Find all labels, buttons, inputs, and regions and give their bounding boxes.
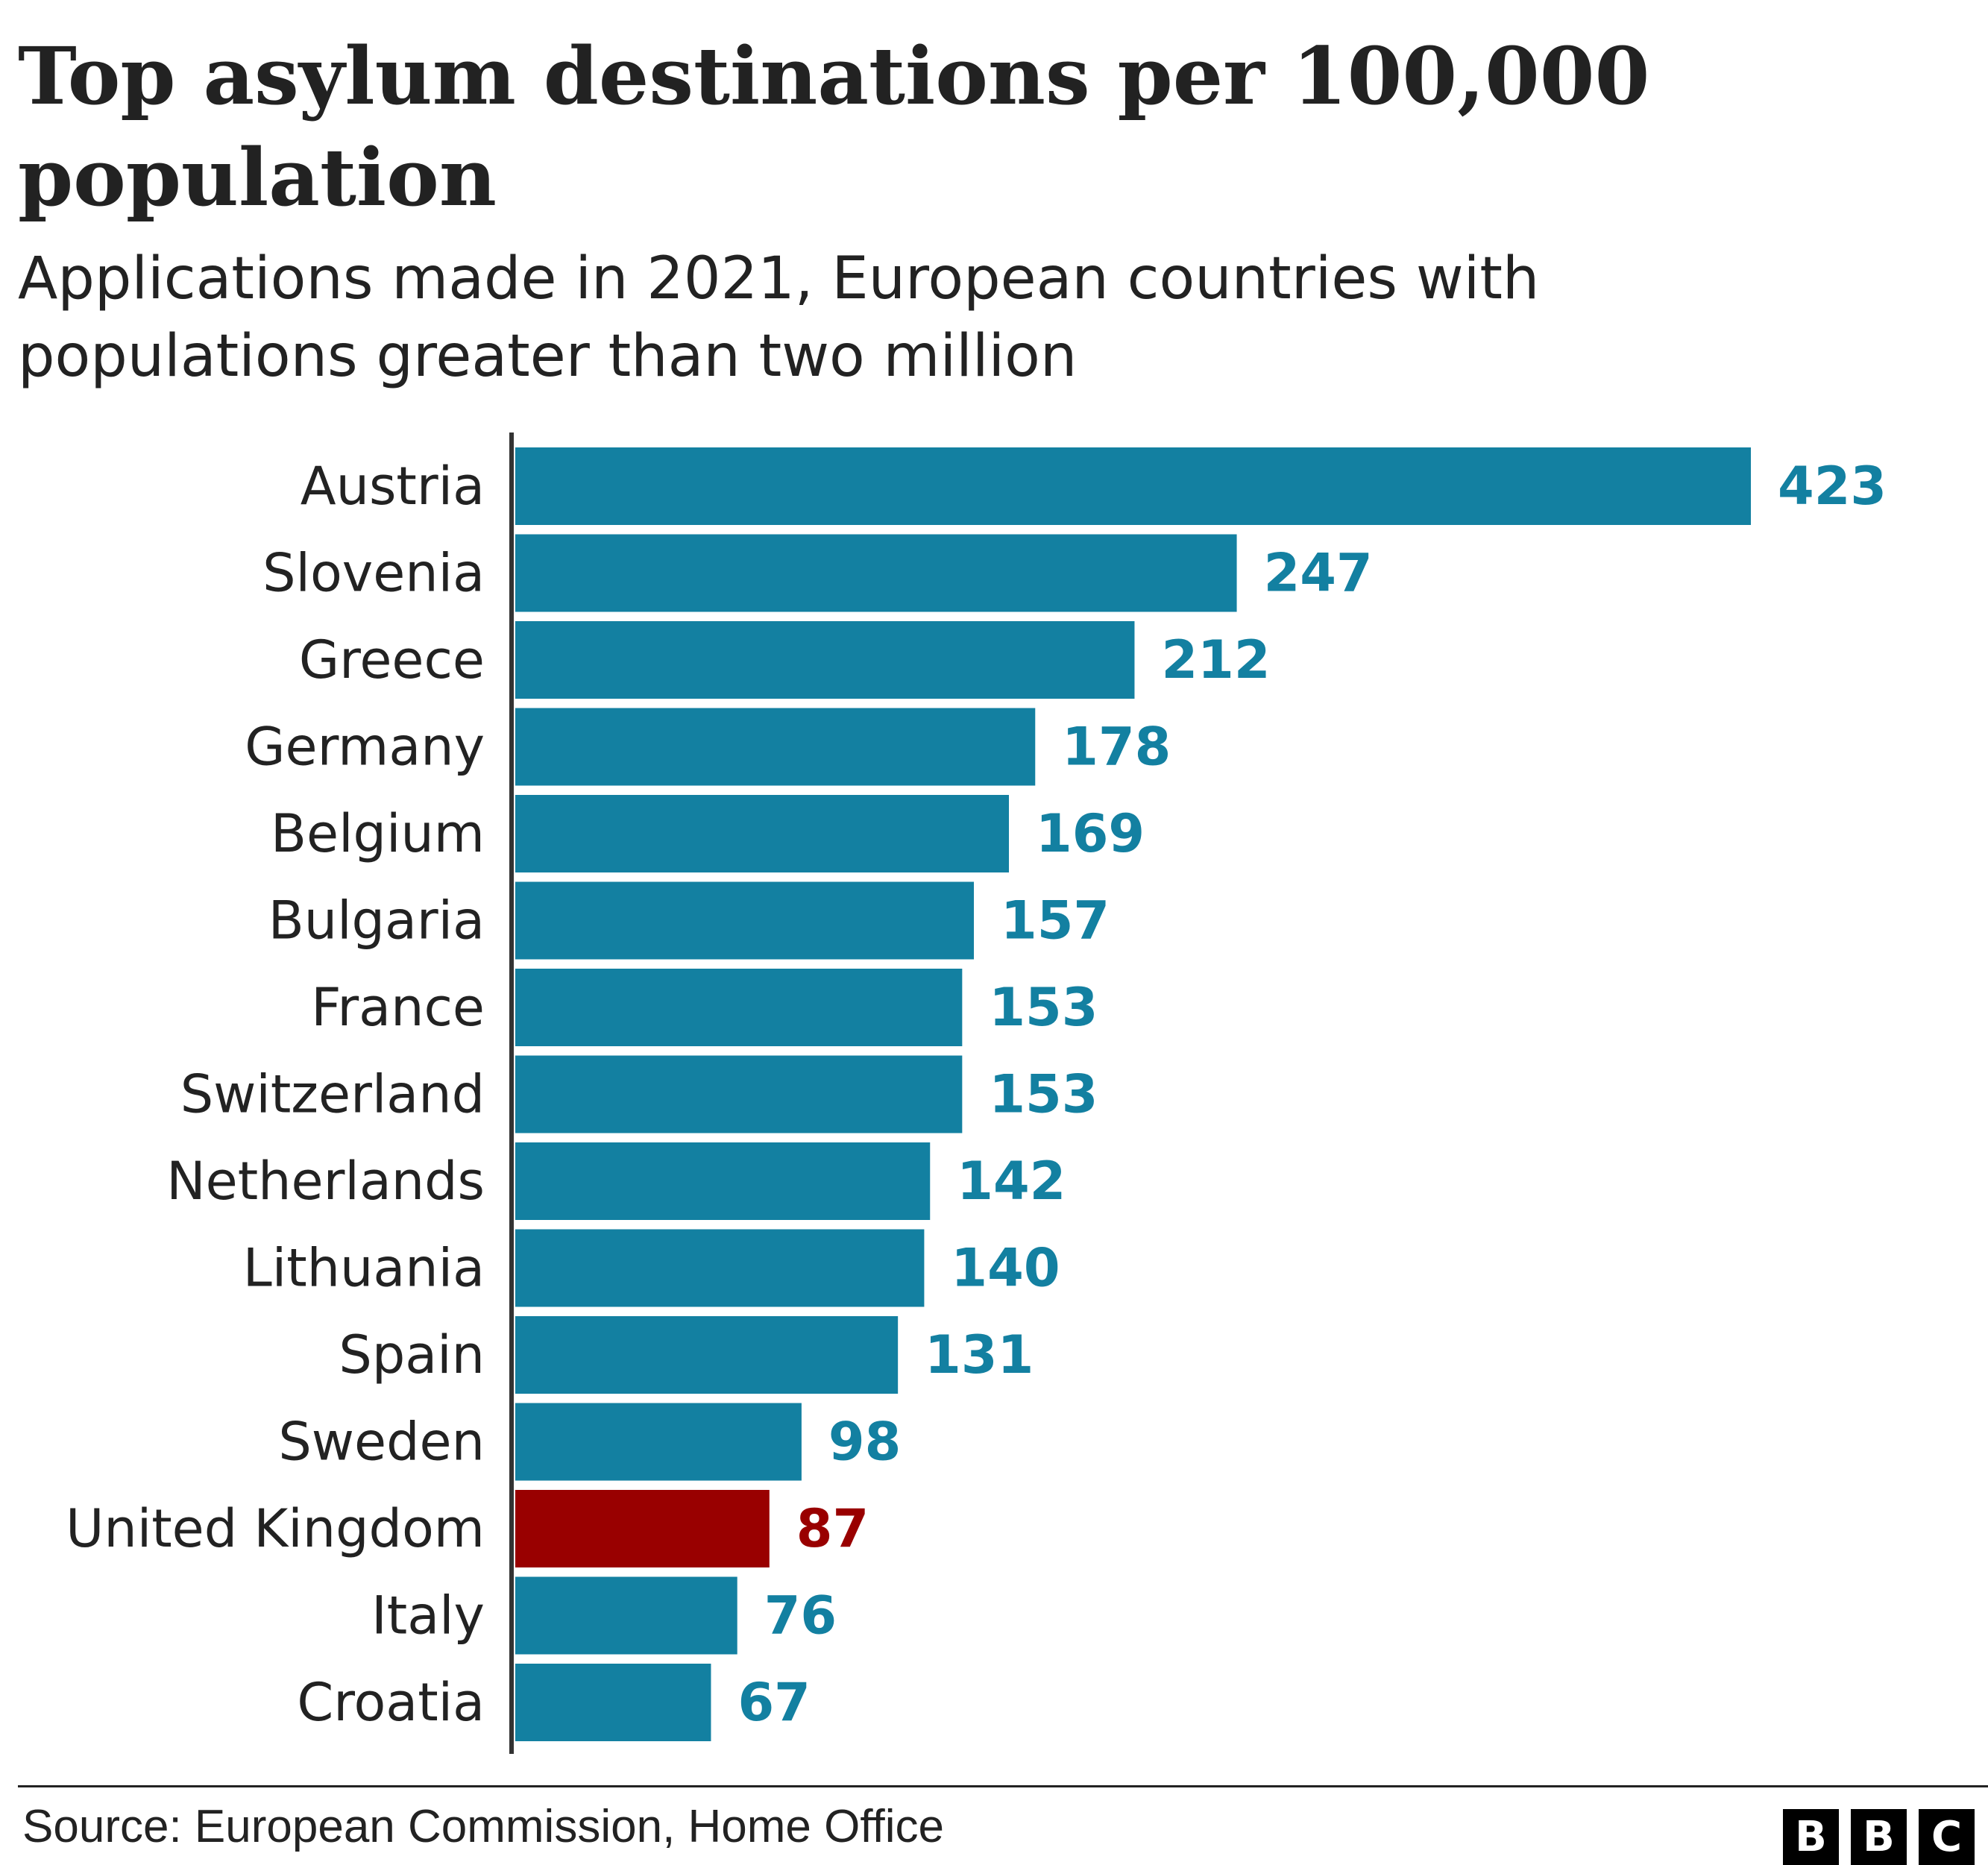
logo-letter: B: [1783, 1809, 1839, 1865]
bar: [515, 1664, 711, 1741]
value-label: 140: [951, 1238, 1060, 1299]
bar: [515, 1403, 802, 1481]
category-label: Austria: [301, 456, 485, 517]
chart-title: Top asylum destinations per 100,000 popu…: [18, 29, 1650, 224]
value-label: 131: [925, 1324, 1034, 1386]
category-label: Greece: [299, 629, 485, 691]
value-label: 247: [1264, 543, 1373, 604]
value-label: 67: [737, 1672, 810, 1733]
category-label: France: [311, 977, 485, 1038]
bar: [515, 1229, 925, 1307]
logo-letter: C: [1919, 1809, 1975, 1865]
bar: [515, 621, 1135, 699]
bar: [515, 534, 1237, 612]
category-label: Germany: [245, 717, 485, 778]
category-label: Italy: [371, 1585, 485, 1647]
value-label: 178: [1062, 717, 1171, 778]
category-label: Spain: [339, 1324, 485, 1386]
category-label: Slovenia: [262, 543, 485, 604]
bar: [515, 1142, 931, 1220]
category-label: Bulgaria: [268, 890, 485, 952]
logo-letter: B: [1851, 1809, 1907, 1865]
bar: [515, 1055, 963, 1133]
category-label: Netherlands: [166, 1151, 485, 1212]
value-label: 153: [989, 977, 1098, 1038]
value-label: 76: [764, 1585, 837, 1647]
category-label: Switzerland: [180, 1064, 485, 1125]
value-label: 212: [1161, 629, 1270, 691]
category-label: Sweden: [278, 1412, 485, 1473]
bar: [515, 447, 1751, 525]
bar-chart: Austria 423 Slovenia 247 Greece 212 Germany 178…: [66, 433, 1887, 1754]
value-label: 157: [1001, 890, 1110, 952]
value-label: 169: [1036, 803, 1145, 864]
category-label: United Kingdom: [66, 1498, 485, 1559]
bbc-logo: B B C: [1783, 1809, 1975, 1865]
value-label: 98: [828, 1412, 901, 1473]
bar: [515, 1316, 899, 1394]
category-label: Belgium: [271, 803, 485, 864]
bar: [515, 881, 975, 960]
category-label: Croatia: [297, 1672, 485, 1733]
bar: [515, 795, 1010, 872]
value-label: 423: [1778, 456, 1887, 517]
chart-subtitle: Applications made in 2021, European coun…: [18, 245, 1540, 390]
bar: [515, 1490, 770, 1567]
footer-divider: [18, 1785, 1988, 1787]
bar: [515, 1576, 737, 1655]
value-label: 153: [989, 1064, 1098, 1125]
bar: [515, 969, 963, 1046]
category-label: Lithuania: [243, 1238, 485, 1299]
value-label: 142: [957, 1151, 1066, 1212]
bar: [515, 708, 1036, 786]
value-label: 87: [796, 1498, 869, 1559]
source-note: Source: European Commission, Home Office: [22, 1801, 944, 1852]
